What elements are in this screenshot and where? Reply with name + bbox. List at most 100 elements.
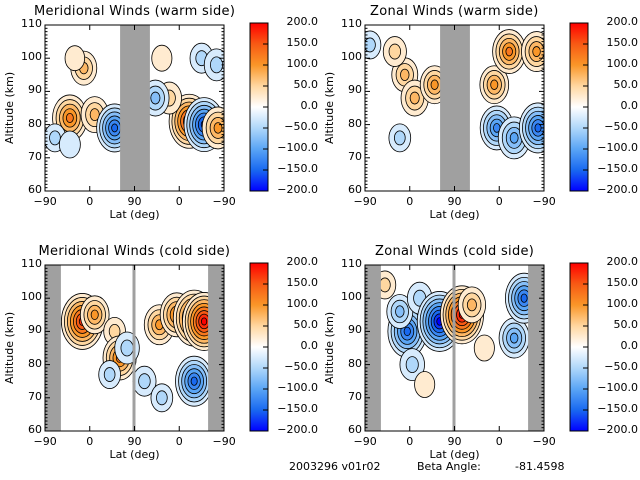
y-tick-label: 80 [28, 116, 42, 130]
contour-level-10-8 [201, 317, 208, 326]
colorbar-tick-label: −50.0 [604, 360, 638, 373]
x-tick-label: −90 [353, 195, 377, 208]
x-tick-label: −90 [212, 195, 236, 208]
contour-level-6-2 [49, 130, 61, 146]
colorbar-tick-label: 150.0 [606, 276, 639, 289]
y-tick-label: 90 [348, 83, 362, 97]
contour-level-7-1 [58, 130, 81, 159]
colorbar-tick-label: 0.0 [300, 339, 319, 352]
contour-level-6-2 [365, 37, 376, 53]
contour-level-5-6 [111, 123, 119, 133]
colorbar-tick-label: −200.0 [277, 183, 318, 196]
contour-level-10-1 [151, 44, 173, 72]
contour-level-1-5 [65, 112, 74, 123]
contour-level-13-2 [156, 390, 168, 406]
colorbar-tick-label: 100.0 [606, 57, 639, 70]
x-tick-label: 0 [406, 435, 414, 448]
colorbar-tick-label: 200.0 [286, 255, 319, 268]
chart-title: Meridional Winds (cold side) [38, 244, 231, 259]
colorbar-tick-label: 0.0 [620, 99, 639, 112]
masked-region [365, 265, 381, 431]
colorbar-tick-label: −100.0 [597, 141, 638, 154]
contour-level-2-3 [409, 91, 420, 105]
contour-level-3-2 [388, 43, 402, 60]
colorbar-tick-label: −50.0 [284, 120, 318, 133]
y-tick-label: 100 [21, 50, 42, 64]
colorbar-tick-label: −150.0 [597, 402, 638, 415]
contour-level-4-4 [430, 79, 439, 90]
chart-title: Zonal Winds (warm side) [370, 4, 539, 19]
masked-region [132, 265, 136, 431]
y-tick-label: 110 [21, 257, 42, 270]
y-tick-label: 110 [341, 17, 362, 30]
colorbar-tick-label: 0.0 [620, 339, 639, 352]
colorbar-tick-label: 50.0 [613, 78, 639, 91]
y-tick-label: 60 [28, 423, 42, 436]
masked-region [208, 265, 224, 431]
contour-level-6-2 [120, 339, 134, 357]
y-tick-label: 70 [348, 149, 362, 163]
contour-level-1-3 [400, 68, 410, 81]
x-tick-label: −90 [212, 435, 236, 448]
contour-field [45, 25, 224, 191]
colorbar-tick-label: 50.0 [613, 318, 639, 331]
contour-level-8-1 [473, 334, 495, 362]
x-tick-label: −90 [33, 195, 57, 208]
colorbar-tick-label: −50.0 [604, 120, 638, 133]
colorbar-tick-label: 150.0 [286, 36, 319, 49]
x-tick-label: 0 [175, 435, 183, 448]
colorbar-tick-label: 50.0 [293, 318, 319, 331]
chart-panel-1: 200.0 150.0 100.0 50.0 0.0 −50.0 −100.0 −150.0 −… [0, 0, 320, 240]
contour-level-10-4 [509, 132, 519, 144]
contour-level-11-6 [190, 376, 198, 386]
x-tick-label: 90 [447, 195, 462, 208]
contour-level-15-2 [210, 56, 224, 74]
colorbar-tick-label: −200.0 [277, 423, 318, 436]
masked-region [120, 25, 150, 191]
y-tick-label: 60 [348, 183, 362, 196]
footer-beta-label: Beta Angle: [417, 460, 481, 473]
contour-level-12-2 [138, 373, 151, 390]
x-tick-label: 0 [495, 195, 503, 208]
contour-field [45, 265, 224, 431]
y-tick-label: 70 [28, 149, 42, 163]
contour-level-7-4 [490, 79, 499, 90]
footer-date-version: 2003296 v01r02 [289, 460, 381, 473]
y-tick-label: 100 [341, 50, 362, 64]
masked-region [440, 25, 470, 191]
y-axis-label: Altitude (km) [323, 311, 336, 384]
masked-region [45, 265, 61, 431]
colorbar-tick-label: −100.0 [277, 141, 318, 154]
chart-title: Zonal Winds (cold side) [375, 244, 535, 259]
x-tick-label: −90 [33, 435, 57, 448]
colorbar-tick-label: 50.0 [293, 78, 319, 91]
x-tick-label: 90 [127, 195, 142, 208]
x-axis-label: Lat (deg) [429, 448, 480, 461]
x-axis-label: Lat (deg) [109, 208, 160, 221]
contour-level-5-2 [394, 130, 406, 146]
colorbar-tick-label: 100.0 [286, 57, 319, 70]
contour-level-9-4 [509, 332, 519, 344]
y-tick-label: 110 [341, 257, 362, 270]
contour-level-12-1 [414, 371, 436, 398]
masked-region [452, 265, 456, 431]
y-tick-label: 60 [348, 423, 362, 436]
y-tick-label: 80 [348, 116, 362, 130]
colorbar-tick-label: −200.0 [597, 183, 638, 196]
y-axis-label: Altitude (km) [323, 71, 336, 144]
x-tick-label: 0 [86, 435, 94, 448]
y-tick-label: 90 [348, 323, 362, 337]
colorbar-tick-label: −150.0 [597, 162, 638, 175]
colorbar-tick-label: −150.0 [277, 162, 318, 175]
masked-region [528, 265, 544, 431]
colorbar-tick-label: 100.0 [286, 297, 319, 310]
chart-svg [44, 22, 269, 192]
contour-level-4-2 [405, 356, 419, 373]
y-tick-label: 60 [28, 183, 42, 196]
contour-level-11-4 [532, 46, 541, 57]
contour-level-1-6 [403, 326, 411, 337]
colorbar-tick-label: 150.0 [606, 36, 639, 49]
colorbar-tick-label: 200.0 [606, 15, 639, 28]
y-axis-label: Altitude (km) [3, 71, 16, 144]
colorbar-tick-label: −200.0 [597, 423, 638, 436]
